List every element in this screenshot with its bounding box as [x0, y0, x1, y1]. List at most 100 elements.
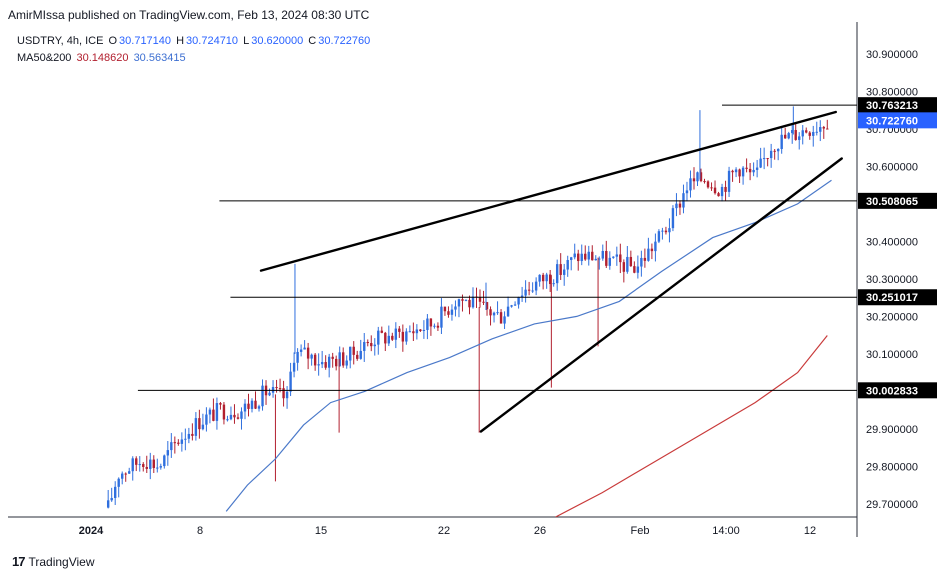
x-tick-label: 15 — [315, 525, 327, 537]
candle-body — [499, 312, 503, 324]
candle-body — [819, 127, 822, 132]
candle-body — [149, 459, 152, 469]
x-tick-label: 14:00 — [712, 525, 740, 537]
candle-body — [384, 332, 387, 344]
candle-body — [373, 344, 376, 347]
candle-body — [370, 343, 373, 347]
level-label-text: 30.251017 — [866, 292, 918, 304]
level-label-box — [858, 382, 937, 399]
candle-body — [345, 360, 348, 366]
x-tick-label: 12 — [804, 525, 816, 537]
candle-body — [741, 167, 745, 177]
candle-body — [443, 306, 447, 312]
candle-body — [464, 299, 468, 301]
x-tick-label: 22 — [438, 525, 450, 537]
candle-body — [748, 168, 752, 173]
candle-body — [513, 304, 517, 306]
candle-body — [106, 500, 110, 508]
candle-body — [612, 256, 615, 258]
candle-body — [173, 442, 177, 444]
candle-body — [320, 362, 324, 365]
candle-body — [324, 362, 327, 368]
candle-body — [236, 417, 240, 419]
last-price-label-box — [858, 112, 937, 129]
candle-body — [278, 388, 282, 390]
candle-body — [334, 358, 338, 367]
y-tick-label: 30.300000 — [866, 274, 918, 286]
candle-body — [342, 352, 345, 366]
candle-body — [366, 342, 369, 344]
level-label-box — [858, 289, 937, 306]
y-tick-label: 30.100000 — [866, 349, 918, 361]
candle-body — [226, 419, 229, 421]
candle-body — [706, 181, 710, 188]
candle-body — [215, 403, 219, 421]
candle-body — [727, 170, 731, 192]
candle-body — [577, 253, 580, 262]
candle-body — [552, 283, 555, 285]
candle-body — [229, 414, 233, 420]
candle-body — [454, 306, 457, 310]
candle-body — [152, 459, 155, 468]
candle-body — [492, 312, 496, 316]
candle-body — [250, 400, 254, 409]
publisher-caption: AmirMIssa published on TradingView.com, … — [8, 8, 370, 22]
candle-body — [805, 130, 808, 133]
tradingview-footer[interactable]: 17 TradingView — [12, 554, 95, 569]
candle-body — [289, 371, 292, 392]
candle-body — [720, 186, 724, 197]
candle-body — [387, 335, 391, 344]
candle-body — [783, 134, 787, 139]
candle-body — [685, 190, 689, 194]
candle-body — [377, 330, 380, 345]
candle-body — [338, 352, 341, 367]
candle-body — [419, 329, 422, 331]
candle-body — [433, 325, 436, 327]
open-value: 30.717140 — [119, 35, 172, 47]
candle-body — [313, 354, 317, 366]
candle-body — [275, 386, 278, 389]
candle-body — [731, 170, 734, 173]
candle-body — [240, 411, 243, 419]
wedge-lower-trendline — [479, 157, 843, 433]
candle-body — [759, 158, 762, 168]
candle-body — [703, 181, 706, 183]
candle-body — [429, 318, 433, 327]
ma-label[interactable]: MA50&200 — [17, 52, 72, 64]
candle-body — [650, 248, 654, 252]
ma50-value: 30.563415 — [133, 52, 186, 64]
candle-body — [124, 473, 127, 475]
candle-body — [626, 256, 629, 272]
candle-body — [573, 253, 576, 258]
candle-body — [671, 208, 675, 229]
candle-body — [710, 187, 713, 189]
candle-body — [303, 347, 306, 350]
candle-body — [485, 302, 489, 310]
candle-body — [503, 316, 506, 324]
candle-body — [559, 264, 562, 275]
candle-body — [194, 418, 198, 436]
candle-body — [145, 466, 148, 469]
tradingview-brand: TradingView — [28, 554, 95, 569]
x-tick-label: 2024 — [79, 525, 104, 537]
candle-body — [166, 450, 170, 456]
symbol-label[interactable]: USDTRY, 4h, ICE — [17, 35, 104, 47]
candle-body — [541, 274, 545, 282]
candle-body — [534, 281, 538, 291]
candle-body — [394, 328, 398, 340]
candle-body — [661, 230, 664, 232]
ma200-value: 30.148620 — [76, 52, 129, 64]
candle-body — [724, 186, 727, 192]
y-tick-label: 30.400000 — [866, 236, 918, 248]
ma200-line — [555, 335, 828, 517]
candle-body — [692, 178, 696, 182]
candle-body — [261, 385, 264, 407]
candle-body — [598, 258, 601, 260]
candle-body — [233, 414, 236, 418]
candle-body — [822, 127, 825, 129]
candle-body — [478, 297, 482, 302]
candle-body — [482, 301, 485, 303]
candle-body — [717, 193, 720, 197]
